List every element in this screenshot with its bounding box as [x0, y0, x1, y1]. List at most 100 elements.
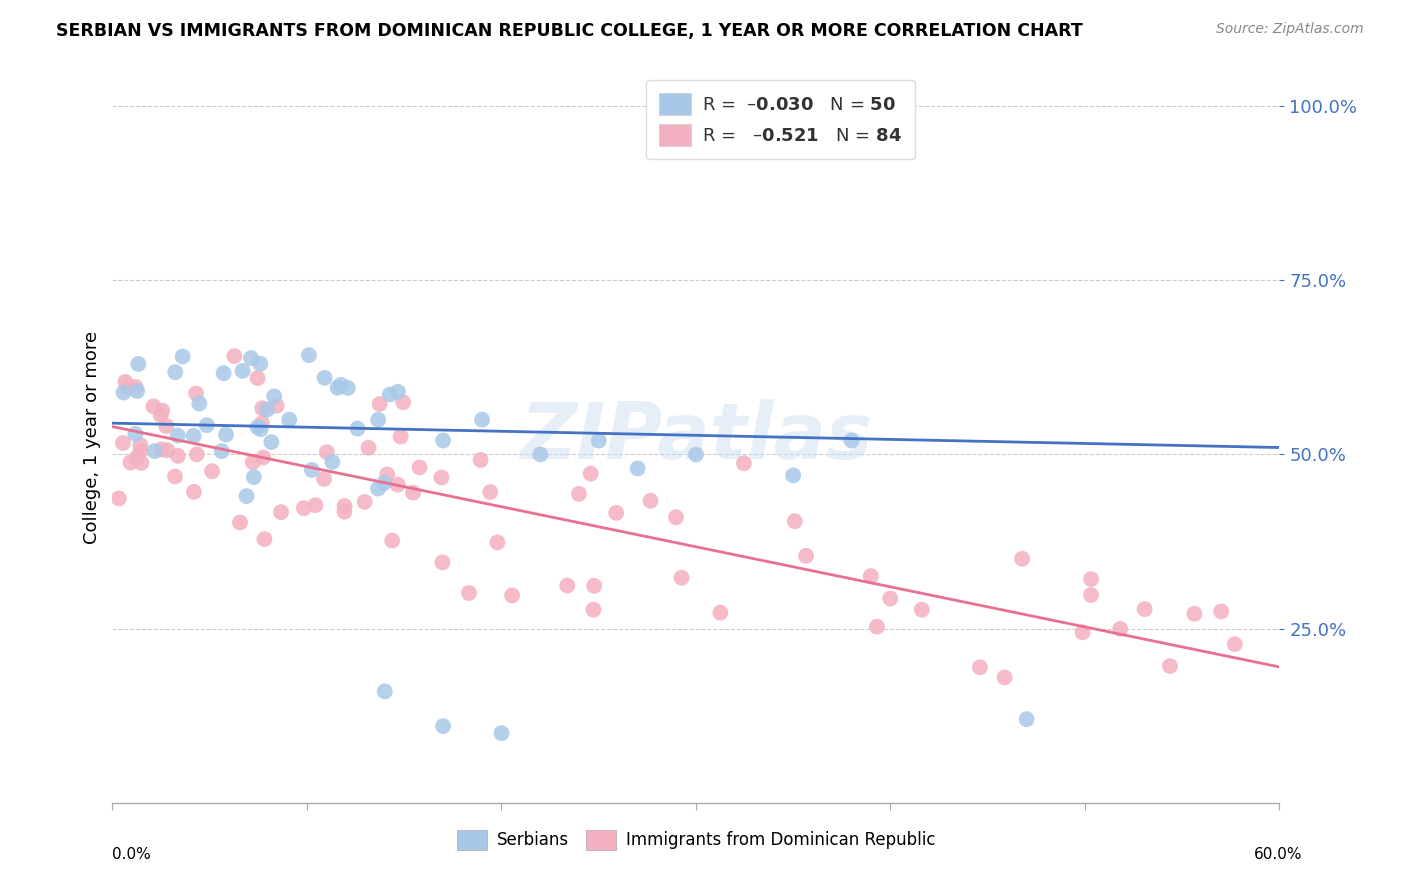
Point [627, 461, 650, 475]
Point [156, 443, 179, 458]
Point [1011, 551, 1033, 566]
Point [491, 726, 513, 740]
Point [911, 603, 934, 617]
Point [131, 456, 153, 470]
Point [794, 549, 817, 563]
Point [212, 366, 235, 380]
Point [373, 475, 395, 490]
Point [555, 578, 578, 592]
Point [249, 357, 271, 371]
Point [458, 586, 481, 600]
Point [432, 434, 454, 448]
Point [304, 498, 326, 512]
Point [263, 389, 285, 403]
Text: Source: ZipAtlas.com: Source: ZipAtlas.com [1216, 22, 1364, 37]
Point [1133, 602, 1156, 616]
Point [568, 487, 591, 501]
Point [195, 418, 218, 433]
Point [252, 401, 274, 416]
Point [188, 396, 211, 410]
Point [381, 533, 404, 548]
Point [969, 660, 991, 674]
Point [333, 505, 356, 519]
Point [375, 467, 398, 482]
Point [166, 428, 188, 442]
Point [235, 489, 257, 503]
Point [321, 455, 343, 469]
Point [685, 448, 707, 462]
Point [120, 456, 142, 470]
Point [387, 477, 409, 491]
Legend: Serbians, Immigrants from Dominican Republic: Serbians, Immigrants from Dominican Repu… [450, 823, 942, 856]
Point [357, 441, 380, 455]
Point [111, 436, 134, 450]
Point [127, 384, 149, 398]
Point [408, 460, 430, 475]
Point [529, 448, 551, 462]
Point [783, 514, 806, 528]
Point [229, 516, 252, 530]
Point [402, 485, 425, 500]
Point [124, 426, 146, 441]
Point [242, 455, 264, 469]
Point [367, 482, 389, 496]
Point [232, 364, 254, 378]
Point [129, 438, 152, 452]
Point [671, 571, 693, 585]
Point [387, 384, 409, 399]
Point [127, 357, 149, 371]
Point [224, 349, 246, 363]
Point [1071, 625, 1094, 640]
Point [733, 456, 755, 470]
Point [994, 670, 1017, 684]
Point [301, 463, 323, 477]
Point [112, 385, 135, 400]
Point [260, 435, 283, 450]
Point [292, 501, 315, 516]
Point [709, 606, 731, 620]
Point [392, 395, 415, 409]
Text: ZIPatlas: ZIPatlas [520, 399, 872, 475]
Point [125, 450, 148, 465]
Point [1080, 588, 1102, 602]
Point [665, 510, 688, 524]
Point [155, 419, 177, 434]
Point [430, 470, 453, 484]
Point [270, 505, 292, 519]
Point [201, 464, 224, 478]
Point [298, 348, 321, 362]
Point [165, 469, 187, 483]
Point [278, 412, 301, 426]
Point [211, 444, 233, 458]
Point [149, 408, 172, 422]
Y-axis label: College, 1 year or more: College, 1 year or more [83, 331, 101, 543]
Point [389, 429, 412, 443]
Point [256, 402, 278, 417]
Text: 60.0%: 60.0% [1254, 847, 1303, 862]
Point [250, 416, 273, 430]
Point [367, 413, 389, 427]
Point [215, 427, 238, 442]
Point [1211, 604, 1233, 618]
Point [471, 412, 494, 426]
Point [432, 719, 454, 733]
Point [186, 386, 208, 401]
Point [246, 371, 269, 385]
Point [1182, 607, 1205, 621]
Point [346, 421, 368, 435]
Point [579, 467, 602, 481]
Text: SERBIAN VS IMMIGRANTS FROM DOMINICAN REPUBLIC COLLEGE, 1 YEAR OR MORE CORRELATIO: SERBIAN VS IMMIGRANTS FROM DOMINICAN REP… [56, 22, 1083, 40]
Point [588, 434, 610, 448]
Point [249, 422, 271, 436]
Point [183, 429, 205, 443]
Point [150, 403, 173, 417]
Point [108, 491, 131, 506]
Point [859, 569, 882, 583]
Point [326, 381, 349, 395]
Point [582, 602, 605, 616]
Point [150, 442, 173, 457]
Text: 0.0%: 0.0% [112, 847, 152, 862]
Point [1109, 622, 1132, 636]
Point [124, 380, 146, 394]
Point [605, 506, 627, 520]
